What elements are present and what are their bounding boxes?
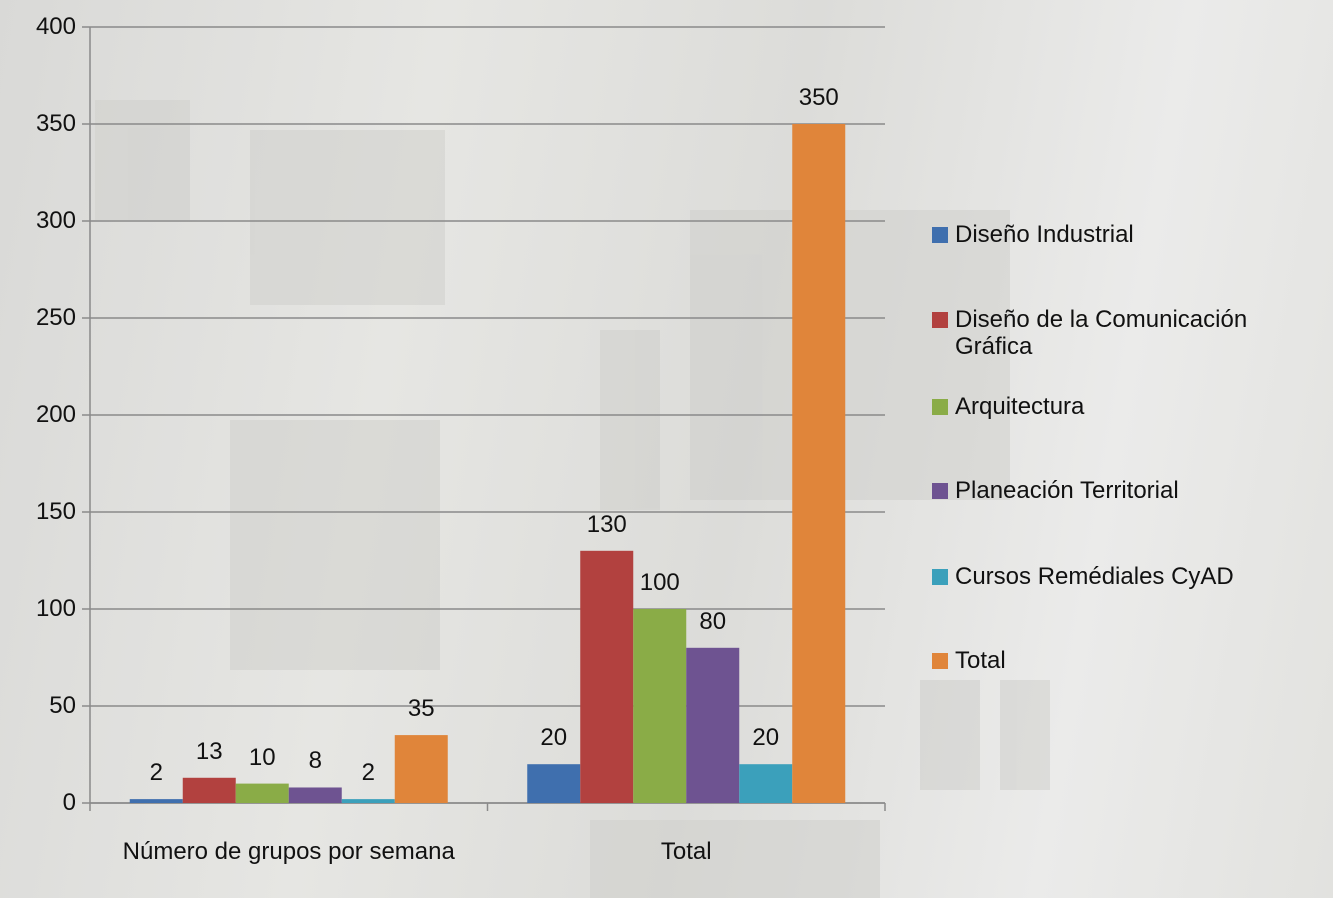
y-tick-label: 200 [35,401,76,428]
legend-label: Planeación Territorial [955,477,1179,504]
y-tick-label: 0 [62,789,76,816]
legend-swatch [932,227,948,243]
data-label: 2 [361,759,375,787]
x-tick-label: Total [660,838,712,865]
data-label: 100 [639,569,680,596]
legend-swatch [932,312,948,328]
legend-swatch [932,483,948,499]
bar [633,609,687,803]
bar [288,787,342,803]
legend-label: Diseño de la Comunicación Gráfica [955,306,1248,360]
bar [527,764,581,803]
legend-label: Arquitectura [955,393,1085,420]
data-label: 20 [752,724,780,752]
bar [341,799,395,803]
bar [739,764,793,803]
data-label: 13 [195,737,223,765]
legend-swatch [932,653,948,669]
y-tick-label: 150 [35,498,76,525]
legend-label: Total [955,647,1006,674]
data-label: 8 [308,747,322,775]
y-tick-label: 50 [49,692,76,719]
data-label: 20 [540,724,568,752]
y-tick-label: 300 [35,207,76,234]
bar [182,777,236,803]
bar [792,124,846,803]
y-tick-label: 350 [35,110,76,137]
data-label: 130 [586,510,627,538]
data-label: 350 [798,84,839,111]
legend-label: Cursos Remédiales CyAD [955,563,1234,590]
data-label: 2 [149,759,163,787]
data-label: 80 [699,607,727,635]
x-tick-label: Número de grupos por semana [122,838,455,865]
y-tick-label: 250 [35,304,76,331]
legend-label: Diseño Industrial [955,221,1134,248]
bar [394,735,448,803]
bar [686,647,740,803]
data-label: 35 [407,695,435,723]
legend-swatch [932,569,948,585]
bar [580,550,634,803]
background-photo [95,100,1050,898]
bar [235,783,289,803]
y-tick-label: 100 [35,595,76,622]
bar [129,799,183,803]
legend-swatch [932,399,948,415]
data-label: 10 [248,743,276,771]
y-tick-label: 400 [35,13,76,40]
